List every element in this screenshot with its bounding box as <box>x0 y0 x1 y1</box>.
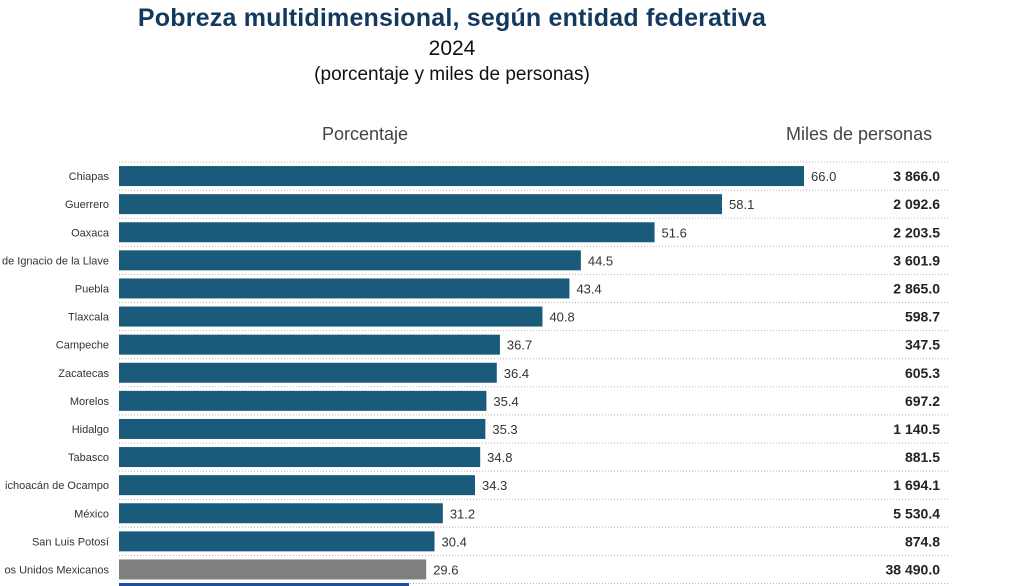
bar <box>119 166 804 187</box>
chart-title: Pobreza multidimensional, según entidad … <box>137 4 767 32</box>
thousands-value-label: 881.5 <box>905 449 940 465</box>
category-label: Hidalgo <box>72 424 109 436</box>
bar <box>119 306 543 327</box>
thousands-value-label: 2 203.5 <box>893 224 940 240</box>
thousands-value-label: 3 866.0 <box>893 168 940 184</box>
percent-value-label: 35.4 <box>493 394 518 409</box>
thousands-value-label: 874.8 <box>905 533 940 549</box>
category-label: ichoacán de Ocampo <box>5 480 109 492</box>
percent-value-label: 36.7 <box>507 338 532 353</box>
thousands-value-label: 697.2 <box>905 393 940 409</box>
category-label: Tabasco <box>68 452 109 464</box>
thousands-value-label: 38 490.0 <box>886 561 941 577</box>
percent-value-label: 34.8 <box>487 450 512 465</box>
thousands-value-label: 1 140.5 <box>893 421 940 437</box>
category-label: México <box>74 508 109 520</box>
percent-value-label: 44.5 <box>588 253 613 268</box>
percent-value-label: 30.4 <box>442 534 467 549</box>
category-label: Campeche <box>56 340 109 352</box>
thousands-value-label: 605.3 <box>905 365 940 381</box>
percent-value-label: 29.6 <box>433 562 458 577</box>
percent-value-label: 43.4 <box>576 281 601 296</box>
bar <box>119 531 435 552</box>
category-label: San Luis Potosí <box>32 536 109 548</box>
percent-value-label: 34.3 <box>482 478 507 493</box>
bar <box>119 475 475 496</box>
category-label: Oaxaca <box>71 227 110 239</box>
bar <box>119 390 487 411</box>
bar <box>119 278 570 299</box>
bar <box>119 418 486 439</box>
category-label: os Unidos Mexicanos <box>4 564 109 576</box>
bar <box>119 447 481 468</box>
thousands-value-label: 2 092.6 <box>893 196 940 212</box>
thousands-value-label: 3 601.9 <box>893 252 940 268</box>
bar <box>119 194 723 215</box>
percent-value-label: 36.4 <box>504 366 529 381</box>
bar <box>119 362 497 383</box>
thousands-value-label: 598.7 <box>905 309 940 325</box>
bar <box>119 334 500 355</box>
category-label: Zacatecas <box>58 368 109 380</box>
percent-value-label: 31.2 <box>450 506 475 521</box>
category-label: de Ignacio de la Llave <box>2 255 109 267</box>
category-label: Tlaxcala <box>68 312 110 324</box>
category-label: Chiapas <box>69 171 110 183</box>
bar <box>119 583 409 586</box>
chart-year: 2024 <box>428 37 476 60</box>
category-label: Morelos <box>70 396 110 408</box>
thousands-value-label: 347.5 <box>905 337 940 353</box>
chart-subtitle: (porcentaje y miles de personas) <box>314 64 590 85</box>
bar <box>119 250 581 271</box>
percent-value-label: 51.6 <box>662 225 687 240</box>
category-label: Puebla <box>75 283 110 295</box>
thousands-value-label: 1 694.1 <box>893 477 940 493</box>
column-header-thousands: Miles de personas <box>786 124 933 144</box>
bar <box>119 503 443 524</box>
percent-value-label: 58.1 <box>729 197 754 212</box>
bar <box>119 559 427 580</box>
thousands-value-label: 2 865.0 <box>893 280 940 296</box>
percent-value-label: 66.0 <box>811 169 836 184</box>
category-label: Guerrero <box>65 199 109 211</box>
percent-value-label: 35.3 <box>492 422 517 437</box>
column-header-percent: Porcentaje <box>322 124 409 144</box>
bar <box>119 222 655 243</box>
thousands-value-label: 5 530.4 <box>893 505 940 521</box>
percent-value-label: 40.8 <box>549 310 574 325</box>
